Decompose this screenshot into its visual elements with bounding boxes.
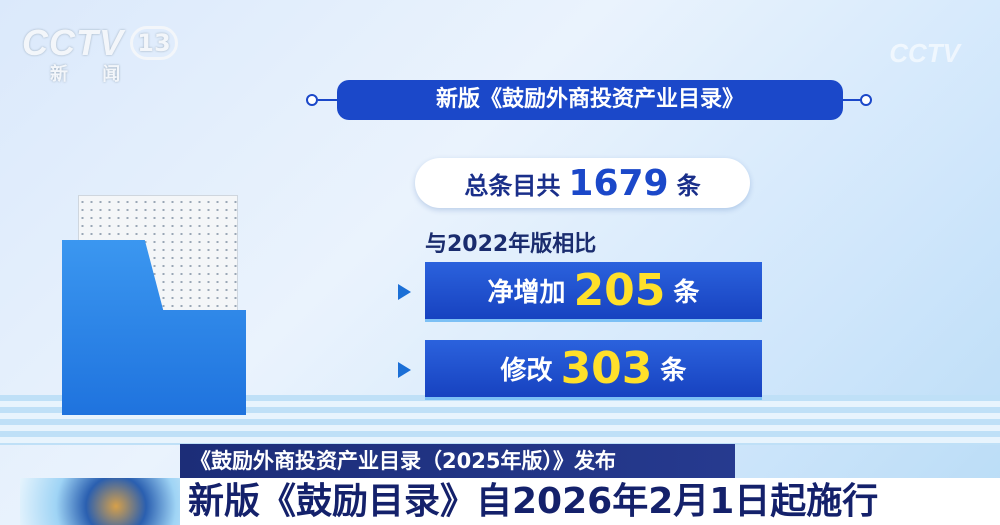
title-line-left — [318, 99, 337, 101]
compare-label: 与2022年版相比 — [425, 232, 597, 257]
modified-box: 修改 303 条 — [425, 340, 762, 400]
arrow-right-icon — [398, 362, 411, 378]
lower-third-subtitle: 《鼓励外商投资产业目录（2025年版）》发布 — [180, 444, 735, 478]
title-dot-left — [306, 94, 318, 106]
watermark: CCTV — [889, 38, 960, 68]
arrow-right-icon — [398, 284, 411, 300]
net-increase-box: 净增加 205 条 — [425, 262, 762, 322]
total-count: 总条目共 1679 条 — [415, 158, 750, 208]
globe-graphic — [20, 478, 180, 525]
title-dot-right — [860, 94, 872, 106]
graphic-title: 新版《鼓励外商投资产业目录》 — [337, 80, 843, 120]
title-line-right — [843, 99, 863, 101]
lower-third-headline: 新版《鼓励目录》自2026年2月1日起施行 — [180, 478, 1000, 525]
channel-logo: CCTV 13 新 闻 — [22, 22, 178, 86]
